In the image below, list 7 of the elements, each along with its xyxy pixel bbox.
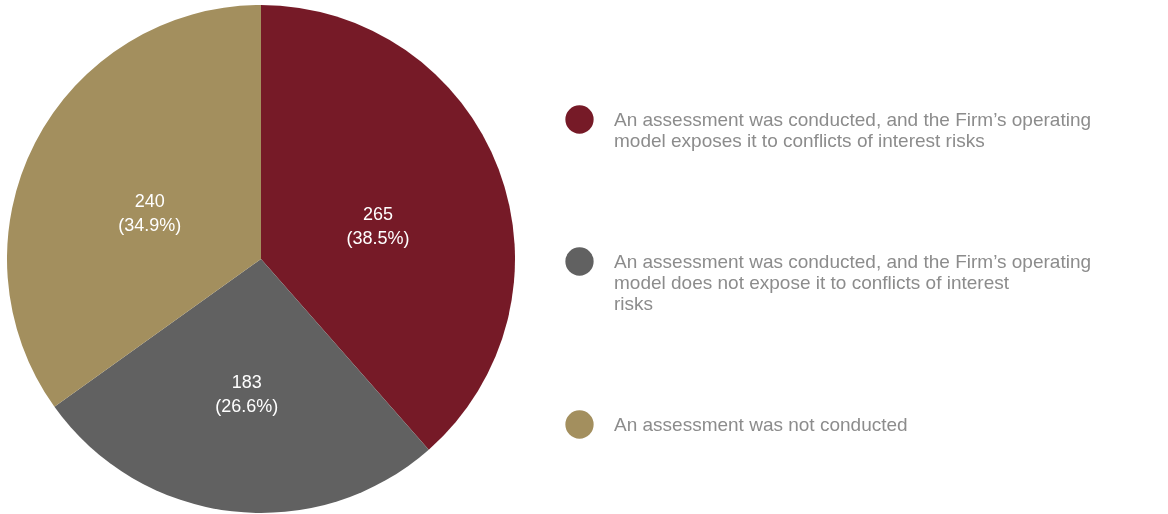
pie-slice (54, 259, 429, 513)
legend-label: An assessment was not conducted (614, 413, 908, 435)
data-label: 183 (26.6%) (215, 372, 279, 417)
data-label: 240 (34.9%) (118, 190, 182, 235)
legend-label: An assessment was conducted, and the Firm’s operating model exposes it to conflicts of interest risks (614, 108, 1092, 151)
legend-label: An assessment was conducted, and the Firm’s operating model does not expose it to conflicts of interest risks (614, 250, 1092, 314)
data-label: 265 (38.5%) (346, 203, 410, 248)
